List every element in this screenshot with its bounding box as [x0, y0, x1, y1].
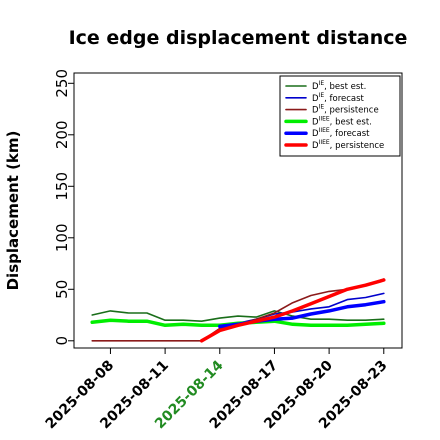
- legend-label-4: DIIEE, best est.: [312, 115, 372, 127]
- legend-label-base: D: [312, 82, 319, 92]
- y-tick-label: 50: [53, 280, 71, 299]
- series-line-6: [199, 278, 386, 343]
- legend-label-base: D: [312, 129, 319, 139]
- legend-label-superscript: IE: [319, 92, 325, 99]
- legend-label-2: DIE, forecast: [312, 92, 365, 104]
- legend-label-3: DIE, persistence: [312, 104, 379, 116]
- y-axis-ticks: 0 50 100 150 200 250: [53, 69, 74, 346]
- series-lines: [90, 278, 386, 343]
- y-axis-label: Displacement (km): [4, 131, 22, 291]
- legend-label-rest: , best est.: [324, 82, 366, 92]
- legend-label-superscript: IE: [319, 80, 325, 87]
- series-line-1: [91, 310, 385, 323]
- legend-label-base: D: [312, 117, 319, 127]
- legend-label-superscript: IIEE: [319, 115, 330, 122]
- x-axis-ticks: 2025-08-082025-08-112025-08-142025-08-17…: [43, 348, 391, 432]
- plot-frame: [73, 72, 403, 349]
- legend-label-base: D: [312, 94, 319, 104]
- legend-label-1: DIE, best est.: [312, 80, 366, 92]
- y-tick-label: 250: [53, 69, 71, 98]
- legend-label-base: D: [312, 141, 319, 151]
- legend-label-superscript: IE: [319, 104, 325, 111]
- chart-title: Ice edge displacement distance: [69, 27, 408, 49]
- legend-label-rest: , best est.: [330, 117, 372, 127]
- legend-label-rest: , forecast: [330, 129, 370, 139]
- legend-label-superscript: IIEE: [319, 127, 330, 134]
- legend-label-rest: , persistence: [330, 141, 385, 151]
- legend-label-superscript: IIEE: [319, 139, 330, 146]
- legend-label-rest: , persistence: [324, 106, 379, 116]
- legend-label-base: D: [312, 106, 319, 116]
- legend-label-5: DIIEE, forecast: [312, 127, 370, 139]
- y-tick-label: 100: [53, 223, 71, 252]
- y-tick-label: 200: [53, 120, 71, 149]
- y-tick-label: 0: [53, 336, 71, 346]
- legend-label-6: DIIEE, persistence: [312, 139, 384, 151]
- legend-label-rest: , forecast: [324, 94, 364, 104]
- legend-box: [279, 75, 401, 157]
- y-tick-label: 150: [53, 172, 71, 201]
